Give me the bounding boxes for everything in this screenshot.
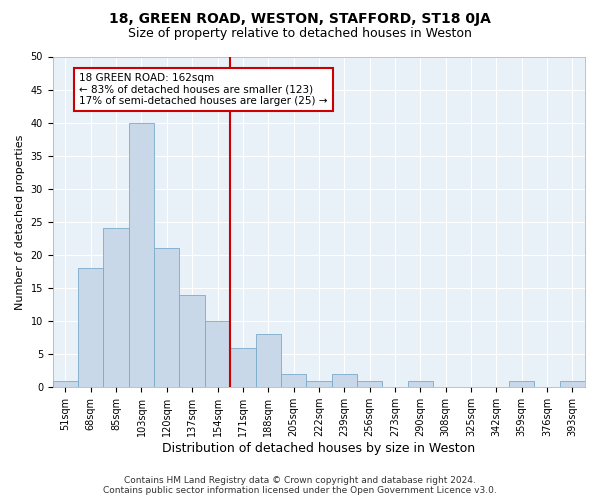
Bar (129, 122, 154, 387)
Bar (407, 380, 433, 387)
Bar (357, 380, 382, 387)
Y-axis label: Number of detached properties: Number of detached properties (15, 134, 25, 310)
Text: 18 GREEN ROAD: 162sqm
← 83% of detached houses are smaller (123)
17% of semi-det: 18 GREEN ROAD: 162sqm ← 83% of detached … (79, 73, 328, 106)
Bar (306, 380, 332, 387)
Bar (256, 334, 281, 387)
Text: 18, GREEN ROAD, WESTON, STAFFORD, ST18 0JA: 18, GREEN ROAD, WESTON, STAFFORD, ST18 0… (109, 12, 491, 26)
Text: Contains HM Land Registry data © Crown copyright and database right 2024.
Contai: Contains HM Land Registry data © Crown c… (103, 476, 497, 495)
Bar (230, 348, 256, 387)
X-axis label: Distribution of detached houses by size in Weston: Distribution of detached houses by size … (163, 442, 475, 455)
Bar (53, 380, 78, 387)
Text: Size of property relative to detached houses in Weston: Size of property relative to detached ho… (128, 28, 472, 40)
Bar (509, 380, 535, 387)
Bar (179, 294, 205, 387)
Bar (560, 380, 585, 387)
Bar (78, 268, 103, 387)
Bar (154, 248, 179, 387)
Bar (332, 374, 357, 387)
Bar (103, 228, 129, 387)
Bar (281, 374, 306, 387)
Bar (205, 321, 230, 387)
